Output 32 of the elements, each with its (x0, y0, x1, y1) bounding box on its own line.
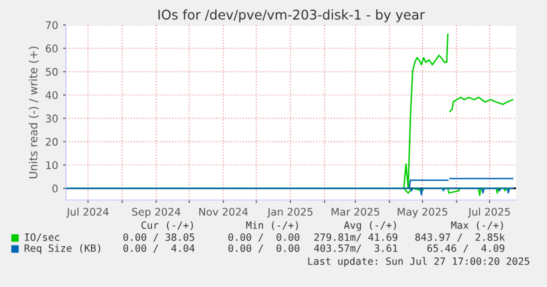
text: 403.57m/ 3.61 (314, 244, 398, 253)
legend-label: Req Size (KB) (24, 244, 100, 254)
text: Min (-/+) (246, 221, 298, 230)
chart-title: IOs for /dev/pve/vm-203-disk-1 - by year (158, 9, 425, 22)
text: Max (-/+) (451, 221, 503, 230)
y-tick-label: 10 (46, 161, 58, 170)
text: Cur (-/+) (141, 221, 193, 230)
x-tick-label: Mar 2025 (332, 208, 380, 216)
x-tick-label: Sep 2024 (132, 208, 180, 218)
text: Avg (-/+) (344, 221, 396, 231)
y-tick-label: 50 (46, 68, 58, 76)
text: 0.00 / 38.05 (123, 233, 194, 242)
y-tick-label: 30 (46, 114, 58, 122)
y-tick-label: 60 (46, 44, 58, 52)
text: 65.46 / 4.09 (427, 244, 504, 253)
x-tick-label: Jul 2025 (468, 208, 510, 218)
y-tick-label: 40 (46, 91, 58, 100)
x-tick-label: May 2025 (398, 208, 448, 218)
y-tick-label: 0 (52, 184, 58, 192)
x-tick-label: Jan 2025 (266, 208, 312, 218)
y-tick-label: 70 (46, 21, 58, 30)
text: 0.00 / 0.00 (228, 244, 300, 253)
text: 843.97 / 2.85k (415, 233, 505, 242)
text: 279.81m/ 41.69 (314, 233, 398, 242)
x-tick-label: Nov 2024 (199, 208, 248, 216)
text: 0.00 / 4.04 (123, 244, 195, 253)
y-tick-label: 20 (46, 138, 58, 146)
y-axis-title: Units read (-) / write (+) (28, 46, 39, 178)
x-tick-label: Jul 2024 (66, 208, 109, 218)
text: 0.00 / 0.00 (228, 233, 300, 242)
text: Last update: Sun Jul 27 17:00:20 2025 (308, 257, 530, 267)
legend-label: IO/sec (24, 233, 60, 242)
